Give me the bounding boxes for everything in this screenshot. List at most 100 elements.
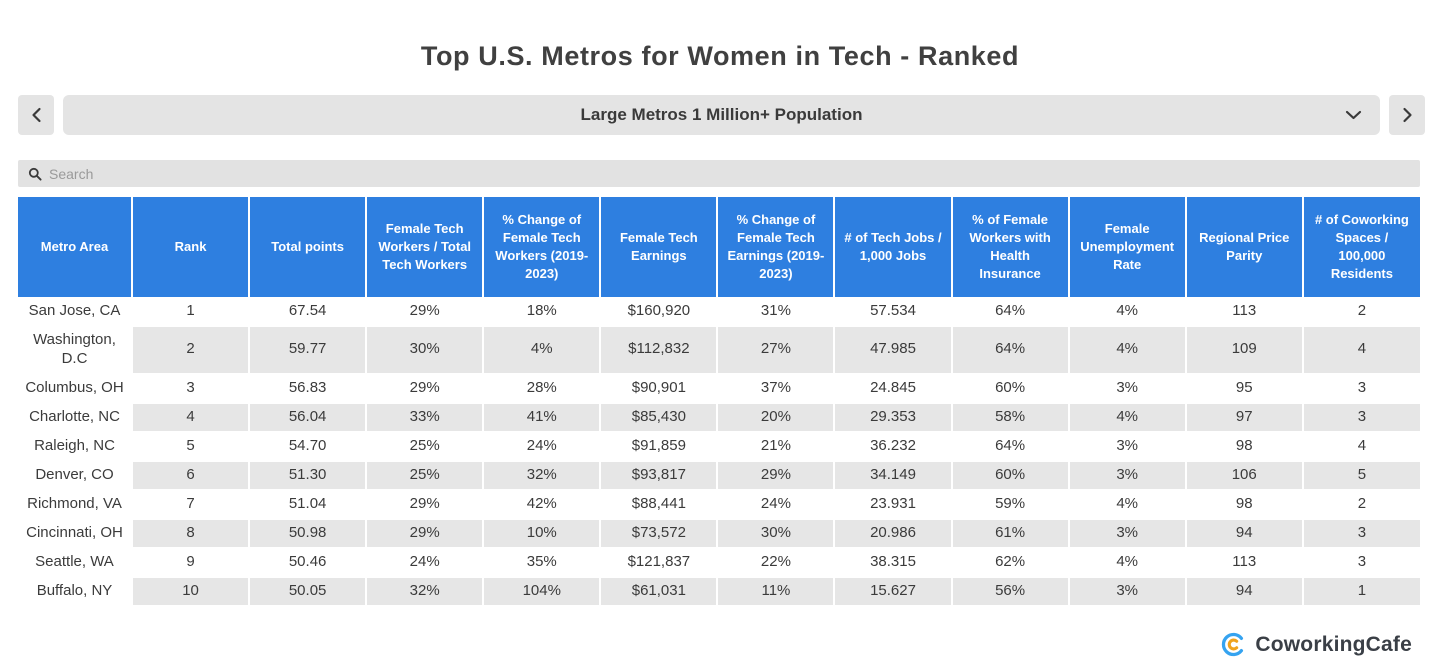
data-cell: $61,031 [599, 576, 718, 607]
data-cell: 23.931 [833, 489, 952, 520]
data-cell: 36.232 [833, 431, 952, 462]
data-cell: 2 [1301, 297, 1420, 327]
metro-area-cell: Denver, CO [18, 460, 132, 491]
data-cell: 8 [130, 518, 250, 549]
search-input[interactable] [49, 165, 1410, 182]
next-category-button[interactable] [1389, 95, 1425, 135]
data-cell: 57.534 [833, 297, 952, 327]
data-cell: 5 [1301, 460, 1420, 491]
category-dropdown-label: Large Metros 1 Million+ Population [580, 105, 863, 124]
data-cell: 3% [1067, 431, 1186, 462]
chevron-right-icon [1402, 107, 1413, 123]
column-header-7: # of Tech Jobs / 1,000 Jobs [833, 197, 952, 297]
data-cell: 9 [130, 547, 250, 578]
metro-area-cell: Cincinnati, OH [18, 518, 132, 549]
data-cell: 59% [950, 489, 1069, 520]
data-cell: 64% [950, 326, 1069, 375]
data-cell: 51.30 [248, 460, 367, 491]
category-dropdown[interactable]: Large Metros 1 Million+ Population [63, 95, 1380, 135]
data-cell: 58% [950, 402, 1069, 433]
data-cell: 34.149 [833, 460, 952, 491]
data-cell: 4% [1067, 402, 1186, 433]
data-cell: 24.845 [833, 373, 952, 404]
metro-area-cell: Raleigh, NC [18, 431, 132, 462]
search-bar[interactable] [18, 160, 1420, 187]
data-cell: 56.83 [248, 373, 367, 404]
data-cell: 30% [716, 518, 835, 549]
data-cell: 98 [1184, 431, 1303, 462]
metro-area-cell: Columbus, OH [18, 373, 132, 404]
table-row: Seattle, WA 9 50.46 24% 35% $121,837 22% 38.315… [18, 547, 1420, 578]
table-row: San Jose, CA 1 67.54 29% 18% $160,920 31% 57.53… [18, 297, 1420, 327]
column-header-4: % Change of Female Tech Workers (2019-20… [482, 197, 601, 297]
data-cell: 29% [716, 460, 835, 491]
table-row: Buffalo, NY 10 50.05 32% 104% $61,031 11% 15.62… [18, 576, 1420, 607]
data-cell: 67.54 [248, 297, 367, 327]
coworkingcafe-logo-icon [1220, 631, 1247, 658]
data-cell: 28% [482, 373, 601, 404]
data-cell: 94 [1184, 518, 1303, 549]
search-icon [28, 167, 42, 181]
data-cell: $112,832 [599, 326, 718, 375]
data-cell: 94 [1184, 576, 1303, 607]
data-cell: 35% [482, 547, 601, 578]
column-header-6: % Change of Female Tech Earnings (2019-2… [716, 197, 835, 297]
data-cell: 10 [130, 576, 250, 607]
data-cell: 3% [1067, 576, 1186, 607]
category-selector-row: Large Metros 1 Million+ Population [18, 95, 1425, 135]
data-cell: 29% [365, 489, 484, 520]
column-header-2: Total points [248, 197, 367, 297]
data-cell: 3 [1301, 518, 1420, 549]
data-cell: 106 [1184, 460, 1303, 491]
data-cell: 7 [130, 489, 250, 520]
table-row: Richmond, VA 7 51.04 29% 42% $88,441 24% 23.931… [18, 489, 1420, 520]
column-header-9: Female Unemployment Rate [1067, 197, 1186, 297]
metro-area-cell: Washington, D.C [18, 326, 132, 375]
data-cell: 29.353 [833, 402, 952, 433]
data-cell: 4% [1067, 297, 1186, 327]
data-cell: 113 [1184, 547, 1303, 578]
metro-area-cell: Seattle, WA [18, 547, 132, 578]
data-cell: 4 [1301, 326, 1420, 375]
data-cell: 38.315 [833, 547, 952, 578]
data-cell: 50.98 [248, 518, 367, 549]
data-cell: 3% [1067, 518, 1186, 549]
table-row: Charlotte, NC 4 56.04 33% 41% $85,430 20% 29.35… [18, 402, 1420, 433]
data-cell: 29% [365, 297, 484, 327]
footer-branding[interactable]: CoworkingCafe [1220, 631, 1412, 658]
chevron-left-icon [31, 107, 42, 123]
data-cell: 32% [482, 460, 601, 491]
data-cell: 4% [1067, 489, 1186, 520]
rankings-table: Metro Area Rank Total points Female Tech Wo… [18, 197, 1420, 607]
data-cell: 5 [130, 431, 250, 462]
data-cell: 21% [716, 431, 835, 462]
data-cell: $121,837 [599, 547, 718, 578]
data-cell: 11% [716, 576, 835, 607]
data-cell: 2 [1301, 489, 1420, 520]
data-cell: 41% [482, 402, 601, 433]
data-cell: 62% [950, 547, 1069, 578]
table-row: Raleigh, NC 5 54.70 25% 24% $91,859 21% 36.232 6… [18, 431, 1420, 462]
chevron-down-icon [1345, 110, 1362, 121]
data-cell: 30% [365, 326, 484, 375]
column-header-3: Female Tech Workers / Total Tech Workers [365, 197, 484, 297]
data-cell: 33% [365, 402, 484, 433]
data-cell: 4% [1067, 547, 1186, 578]
data-cell: $90,901 [599, 373, 718, 404]
data-cell: 22% [716, 547, 835, 578]
data-cell: 60% [950, 373, 1069, 404]
data-cell: 64% [950, 297, 1069, 327]
metro-area-cell: Charlotte, NC [18, 402, 132, 433]
data-cell: 29% [365, 518, 484, 549]
column-header-10: Regional Price Parity [1184, 197, 1303, 297]
prev-category-button[interactable] [18, 95, 54, 135]
data-cell: 4% [482, 326, 601, 375]
metro-area-cell: San Jose, CA [18, 297, 132, 327]
data-cell: 54.70 [248, 431, 367, 462]
data-cell: $85,430 [599, 402, 718, 433]
data-cell: 18% [482, 297, 601, 327]
data-cell: 27% [716, 326, 835, 375]
data-cell: 15.627 [833, 576, 952, 607]
data-cell: 32% [365, 576, 484, 607]
data-cell: 56.04 [248, 402, 367, 433]
